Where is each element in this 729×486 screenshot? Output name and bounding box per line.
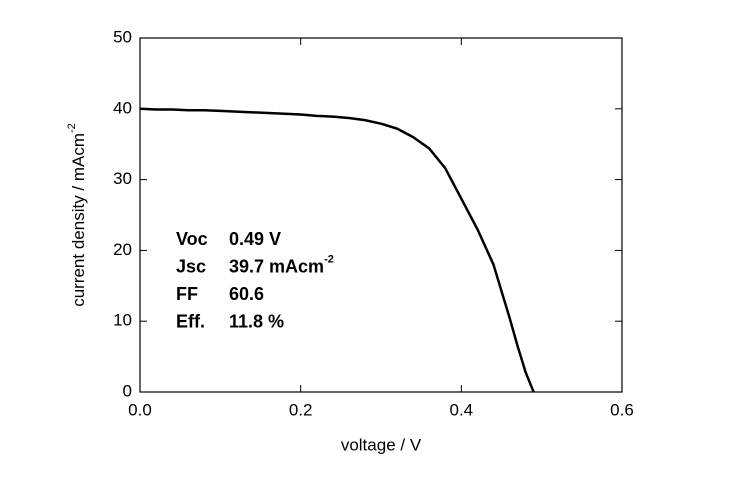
annotation-value: 39.7 mAcm-2 — [229, 253, 334, 276]
y-tick-label: 50 — [113, 27, 132, 46]
y-axis-label: current density / mAcm-2 — [66, 123, 89, 307]
data-line — [139, 107, 535, 393]
x-tick-label: 0.6 — [610, 400, 634, 419]
plot-frame — [139, 37, 623, 393]
x-tick-label: 0.2 — [289, 400, 313, 419]
y-tick-label: 10 — [113, 311, 132, 330]
y-tick-label: 30 — [113, 169, 132, 188]
y-tick-label: 20 — [113, 240, 132, 259]
x-tick-label: 0.0 — [128, 400, 152, 419]
annotation-label: Eff. — [176, 311, 205, 331]
annotation-label: Jsc — [176, 256, 206, 276]
annotation-value: 11.8 % — [229, 311, 284, 331]
annotation-value-text: 60.6 — [229, 284, 264, 304]
annotation-value-text: 0.49 V — [229, 229, 281, 249]
annotation-value: 60.6 — [229, 284, 264, 304]
annotation-superscript: -2 — [324, 253, 334, 265]
annotation-value-text: 11.8 % — [229, 311, 284, 331]
annotation-value: 0.49 V — [229, 229, 281, 249]
annotation-label: FF — [176, 284, 198, 304]
annotation-label: Voc — [176, 229, 208, 249]
annotation-value-text: 39.7 mAcm — [229, 256, 324, 276]
y-tick-label: 0 — [123, 381, 132, 400]
x-axis-label: voltage / V — [341, 435, 422, 454]
y-axis-label-text: current density / mAcm — [69, 133, 88, 307]
x-tick-label: 0.4 — [450, 400, 474, 419]
y-tick-label: 40 — [113, 98, 132, 117]
y-axis-label-superscript: -2 — [66, 123, 78, 133]
